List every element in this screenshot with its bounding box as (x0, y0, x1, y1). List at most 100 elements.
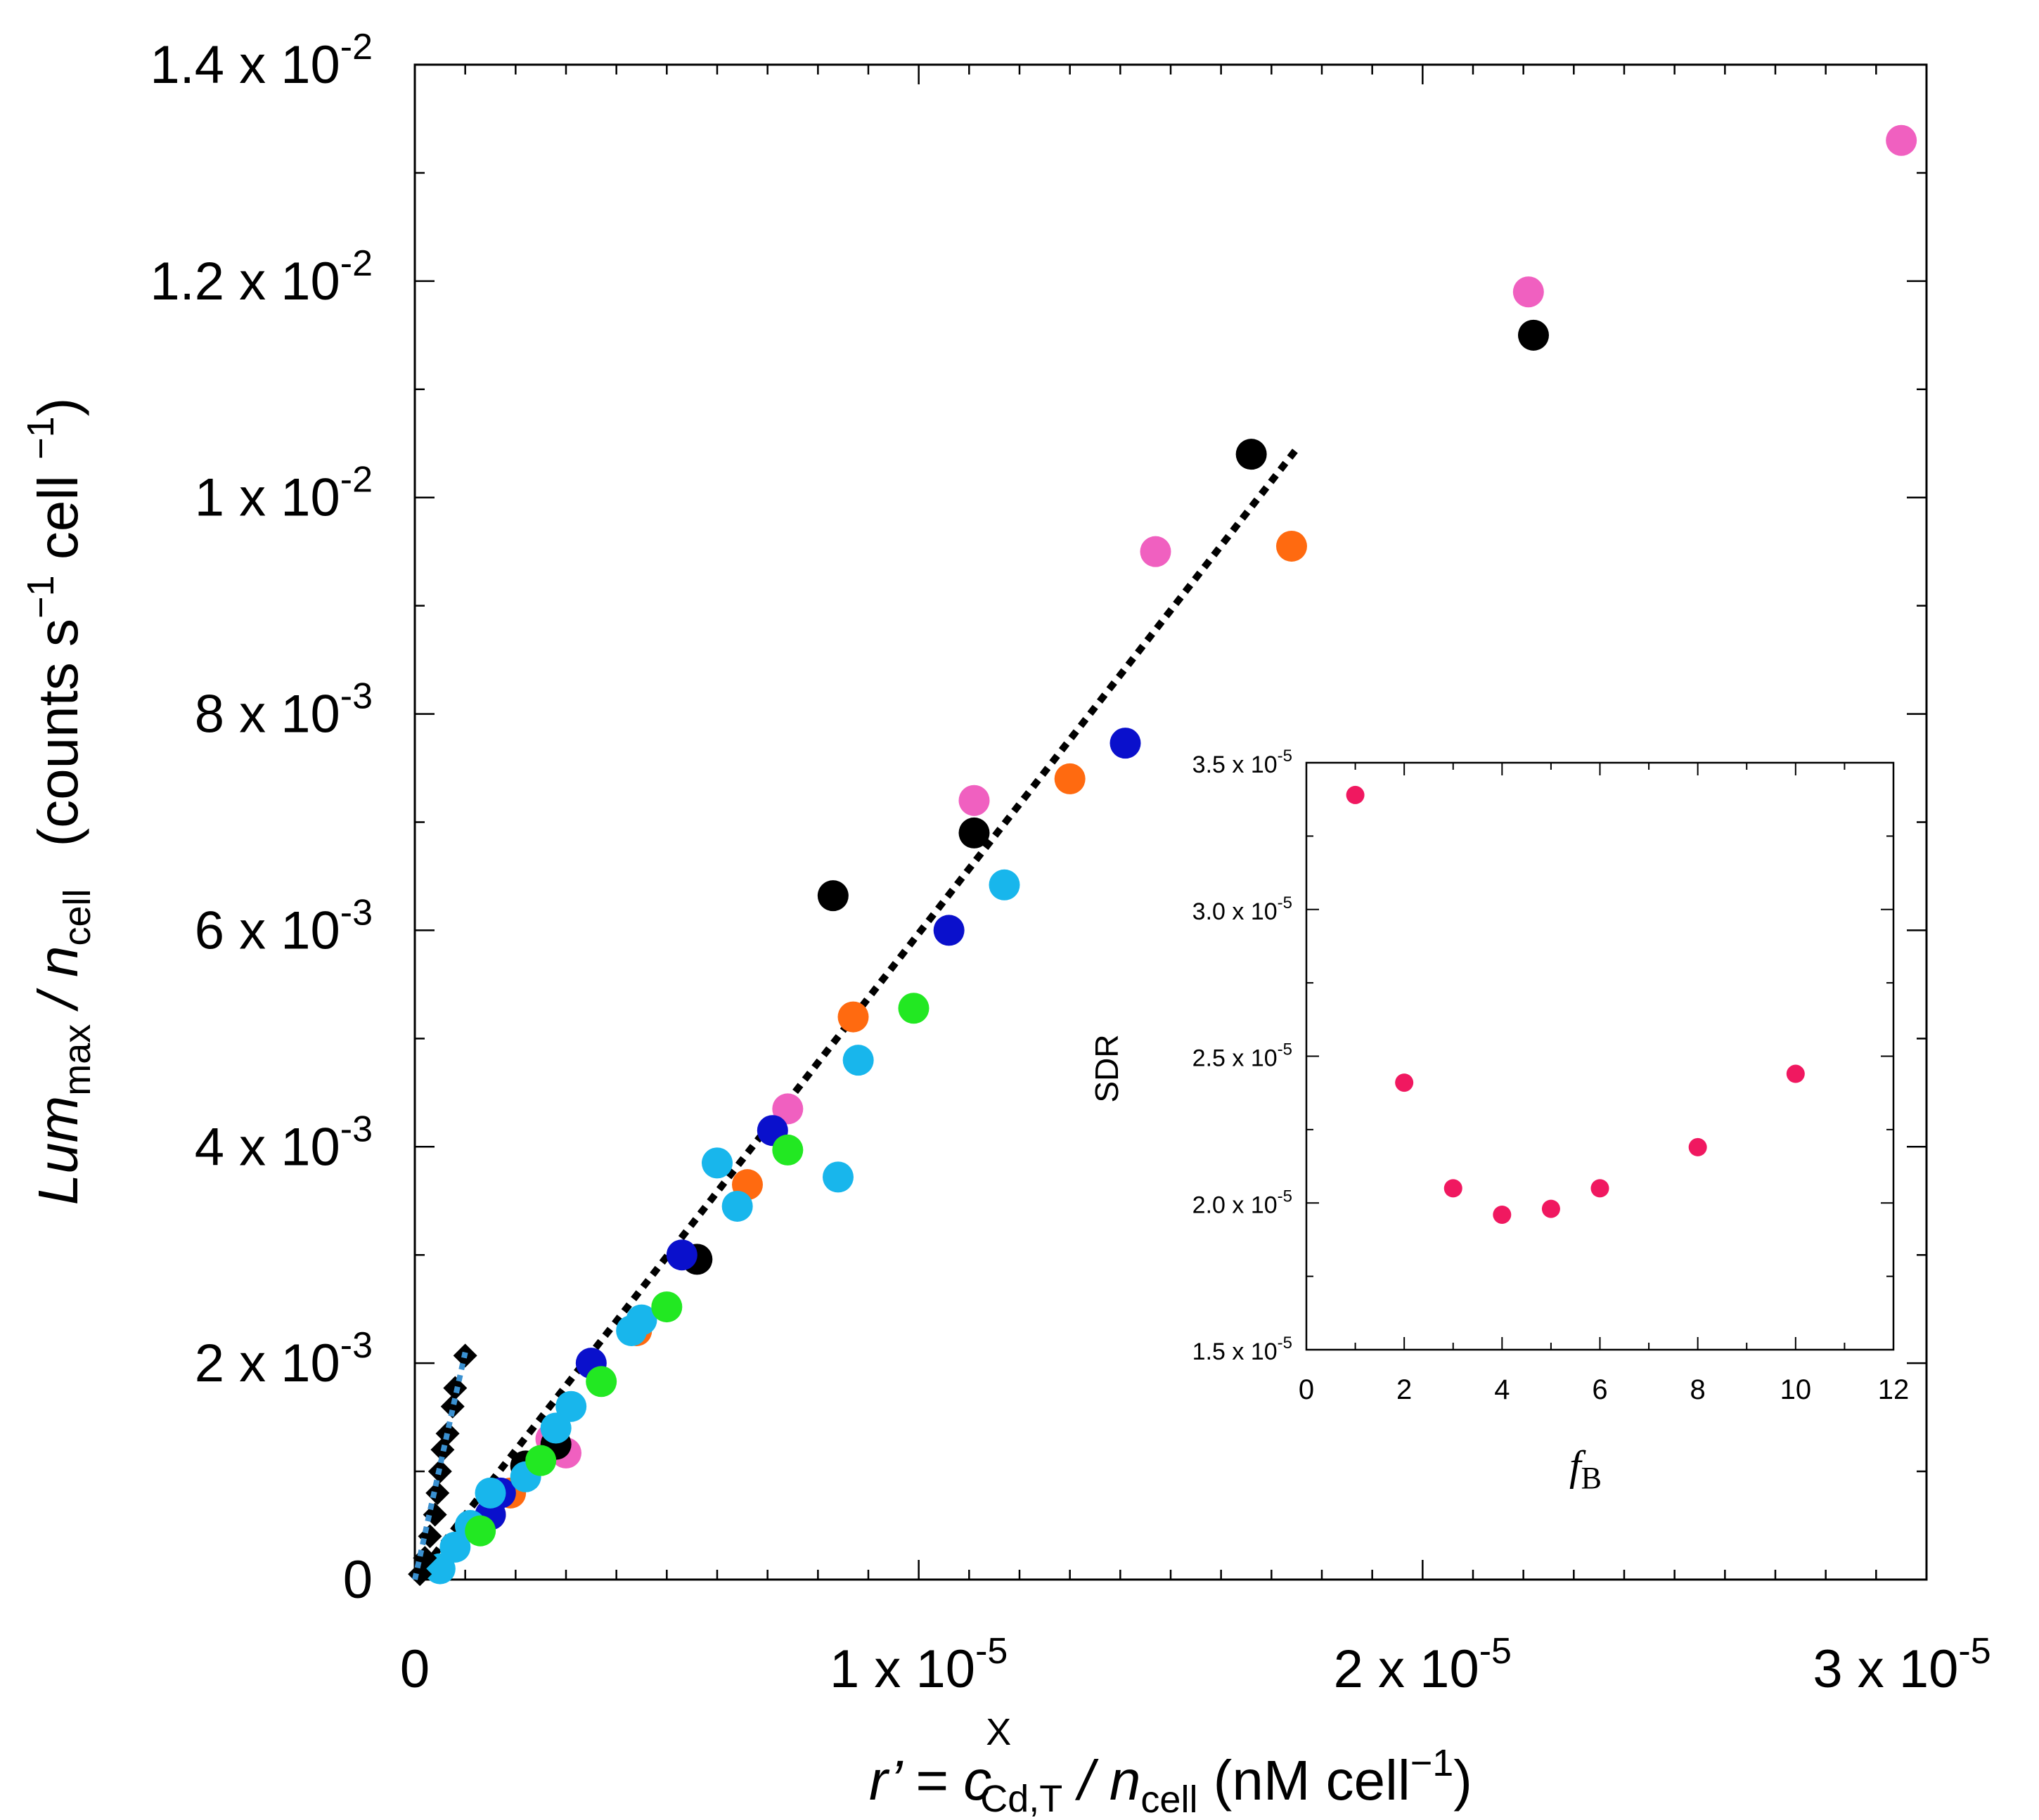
x-label-unit: (nM cell (1197, 1749, 1410, 1812)
inset-plot: 0 2 4 6 8 10 121.5 x 10-52.0 x 10-52.5 x 10-53… (1088, 747, 1909, 1495)
inset-data-point (1493, 1205, 1512, 1224)
x-tick-exponent: -5 (1958, 1631, 1990, 1672)
inset-y-tick-mantissa: 1.5 x 10 (1192, 1338, 1278, 1365)
y-tick-exponent: -3 (340, 1325, 373, 1366)
data-point-black (1518, 319, 1549, 351)
data-point-magenta (958, 785, 990, 816)
data-point-cyan (989, 869, 1020, 901)
data-point-cyan (626, 1304, 657, 1336)
inset-points (1346, 785, 1805, 1224)
inset-x-tick-label: 6 (1592, 1374, 1607, 1405)
x-tick-label: 0 (400, 1639, 430, 1699)
data-point-magenta (1886, 124, 1917, 156)
inset-tick-labels: 0 2 4 6 8 10 121.5 x 10-52.0 x 10-52.5 x 10-53… (1192, 747, 1910, 1405)
diamond-point (440, 1394, 465, 1419)
x-tick-label: 2 x 10-5 (1334, 1631, 1512, 1699)
inset-x-tick-label: 4 (1494, 1374, 1510, 1405)
y-tick-mantissa: 1.4 x 10 (150, 35, 340, 95)
x-label-sup: X (986, 1711, 1011, 1753)
inset-y-tick-exponent: -5 (1278, 893, 1292, 912)
inset-x-label-sub: B (1581, 1461, 1602, 1495)
x-tick-exponent: -5 (1479, 1631, 1512, 1672)
y-tick-exponent: -2 (340, 243, 373, 284)
data-point-orange (837, 1001, 869, 1033)
x-tick-mantissa: 2 x 10 (1334, 1639, 1479, 1699)
data-point-blue (933, 915, 965, 946)
y-tick-label: 1 x 10-2 (195, 460, 373, 528)
inset-x-axis-label: fB (1569, 1443, 1602, 1495)
y-tick-label: 1.2 x 10-2 (150, 243, 373, 311)
inset-y-axis-label: SDR (1088, 1034, 1125, 1102)
inset-data-point (1346, 785, 1365, 804)
y-tick-label: 6 x 10-3 (195, 892, 373, 960)
y-tick-mantissa: 8 x 10 (195, 685, 340, 744)
y-label-unit: (counts s (27, 619, 89, 847)
x-tick-label: 1 x 10-5 (830, 1631, 1008, 1699)
inset-y-tick-label: 3.0 x 10-5 (1192, 893, 1292, 925)
x-label-unit-exp: −1 (1410, 1742, 1454, 1784)
y-tick-label: 0 (343, 1550, 373, 1610)
data-point-green (772, 1134, 804, 1166)
inset-x-tick-label: 8 (1690, 1374, 1706, 1405)
data-point-black (1235, 439, 1267, 470)
inset-data-point (1541, 1199, 1560, 1218)
inset-data-point (1443, 1179, 1462, 1198)
inset-data-point (1786, 1064, 1805, 1083)
y-tick-label: 8 x 10-3 (195, 676, 373, 744)
inset-background (1306, 763, 1893, 1350)
main-ticks (415, 65, 1927, 1580)
data-point-cyan (439, 1531, 471, 1563)
y-label-close: ) (27, 398, 89, 417)
x-axis-label: r’ = cX Cd,T / ncell (nM cell−1) (869, 1711, 1472, 1820)
inset-y-tick-label: 1.5 x 10-5 (1192, 1334, 1292, 1365)
data-point-blue (1109, 728, 1141, 759)
inset-y-tick-mantissa: 2.0 x 10 (1192, 1192, 1278, 1218)
data-point-magenta (772, 1093, 804, 1125)
y-tick-label: 2 x 10-3 (195, 1325, 373, 1393)
data-point-green (898, 993, 930, 1024)
inset-x-tick-label: 2 (1396, 1374, 1412, 1405)
x-tick-mantissa: 1 x 10 (830, 1639, 975, 1699)
y-label-unit2: cell (27, 460, 89, 576)
y-label-sub: max (56, 1024, 98, 1096)
inset-data-point (1688, 1137, 1707, 1156)
x-tick-mantissa: 3 x 10 (1813, 1639, 1958, 1699)
main-points (408, 124, 1917, 1587)
y-tick-exponent: -2 (340, 27, 373, 67)
y-tick-label: 1.4 x 10-2 (150, 27, 373, 95)
y-tick-mantissa: 1 x 10 (195, 468, 340, 528)
y-tick-exponent: -2 (340, 460, 373, 501)
inset-x-tick-label: 0 (1299, 1374, 1314, 1405)
y-tick-mantissa: 0 (343, 1550, 373, 1610)
data-point-green (651, 1291, 683, 1323)
data-point-orange (1276, 530, 1307, 562)
y-label-sub2: cell (56, 889, 98, 946)
data-point-green (586, 1366, 617, 1398)
inset-y-tick-mantissa: 3.5 x 10 (1192, 751, 1278, 778)
y-tick-mantissa: 2 x 10 (195, 1334, 340, 1393)
x-tick-mantissa: 0 (400, 1639, 430, 1699)
x-label-prefix: r’ = c (869, 1749, 991, 1812)
inset-y-tick-mantissa: 3.0 x 10 (1192, 898, 1278, 925)
y-tick-exponent: -3 (340, 1109, 373, 1149)
inset-y-tick-label: 2.0 x 10-5 (1192, 1187, 1292, 1218)
x-label-sub: Cd,T (980, 1778, 1062, 1820)
inset-x-tick-label: 10 (1780, 1374, 1812, 1405)
inset-y-tick-label: 3.5 x 10-5 (1192, 747, 1292, 778)
y-tick-exponent: -3 (340, 676, 373, 717)
x-label-close: ) (1453, 1749, 1472, 1812)
y-tick-exponent: -3 (340, 892, 373, 933)
y-label-middle: / n (27, 946, 89, 1024)
x-tick-label: 3 x 10-5 (1813, 1631, 1990, 1699)
data-point-orange (1054, 763, 1086, 794)
data-point-cyan (540, 1412, 572, 1444)
inset-data-point (1395, 1073, 1414, 1092)
data-point-black (958, 817, 990, 848)
data-point-magenta (1512, 276, 1544, 308)
data-point-green (465, 1515, 496, 1547)
data-point-black (817, 880, 849, 912)
diamond-point (408, 1562, 432, 1587)
data-point-cyan (475, 1477, 506, 1509)
inset-x-tick-label: 12 (1878, 1374, 1910, 1405)
